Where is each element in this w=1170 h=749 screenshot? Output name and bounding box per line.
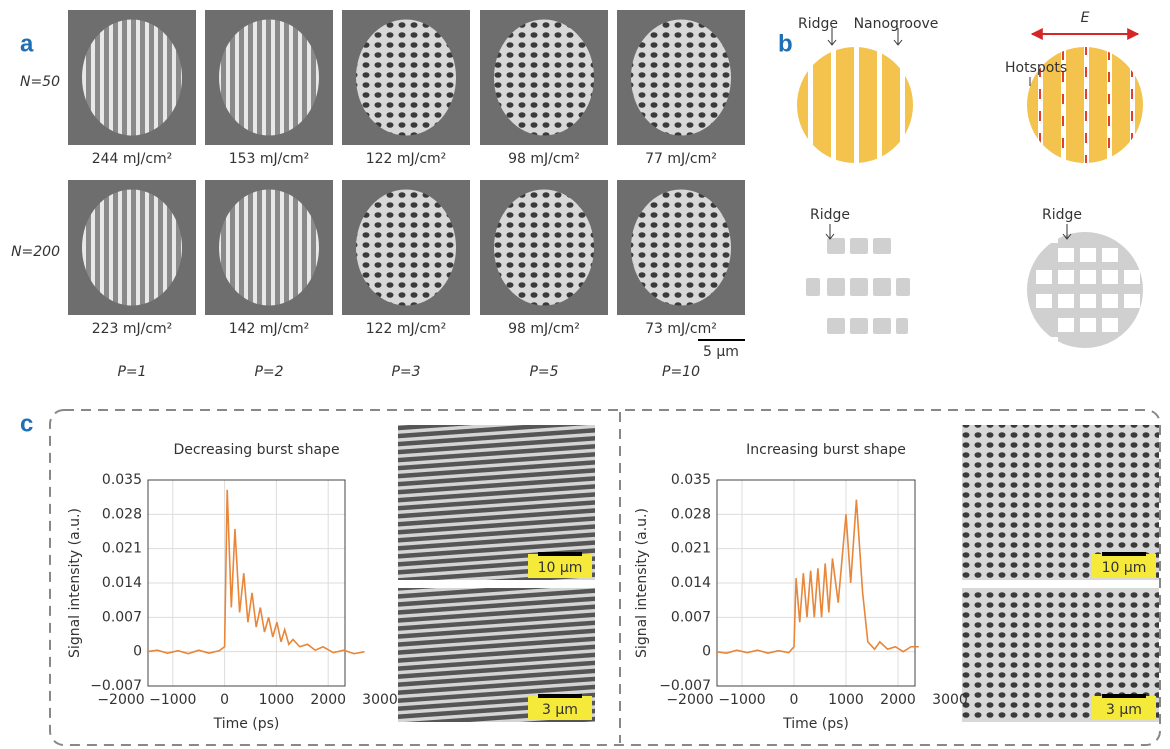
figure: a b c Ridge Nanogroove E Hotspots Ridge … [0, 0, 1170, 749]
sem-spot [82, 20, 182, 136]
x-tick-label: 1000 [259, 692, 295, 708]
sem-spot [82, 190, 182, 306]
sem-spot [219, 20, 319, 136]
ridge-mesh [1020, 225, 1158, 357]
annotation: E [1081, 10, 1090, 26]
fluence-label: 98 mJ/cm² [508, 151, 580, 167]
scale-label: 5 µm [703, 344, 739, 360]
annotation: Ridge [1042, 207, 1082, 223]
scale-label: 10 µm [538, 560, 583, 576]
period-label: P=10 [662, 364, 700, 380]
sem-spot [356, 190, 456, 306]
x-tick-label: 0 [790, 692, 799, 708]
x-tick-label: 2000 [310, 692, 346, 708]
sem-spot [356, 20, 456, 136]
y-tick-label: 0 [702, 644, 711, 660]
sem-spot [219, 190, 319, 306]
x-axis-label: Time (ps) [782, 716, 849, 732]
chart-title: Decreasing burst shape [173, 442, 339, 458]
panel-label: b [778, 30, 793, 57]
fluence-label: 153 mJ/cm² [229, 151, 310, 167]
ridge-blocks [806, 238, 910, 334]
period-label: P=3 [391, 364, 420, 380]
x-tick-label: −2000 [97, 692, 144, 708]
x-tick-label: 2000 [880, 692, 916, 708]
ridge-diagram [790, 40, 923, 170]
fluence-label: 223 mJ/cm² [92, 321, 173, 337]
y-axis-label: Signal intensity (a.u.) [67, 508, 83, 658]
fluence-label: 122 mJ/cm² [366, 321, 447, 337]
y-axis-label: Signal intensity (a.u.) [634, 508, 650, 658]
y-tick-label: 0.028 [671, 506, 711, 522]
x-tick-label: 0 [220, 692, 229, 708]
scale-label: 10 µm [1102, 560, 1147, 576]
scale-label: 3 µm [542, 702, 578, 718]
fluence-label: 73 mJ/cm² [645, 321, 717, 337]
fluence-label: 77 mJ/cm² [645, 151, 717, 167]
annotation: Ridge [810, 207, 850, 223]
y-tick-label: 0.028 [102, 506, 142, 522]
y-tick-label: 0.035 [671, 472, 711, 488]
y-tick-label: 0.021 [671, 541, 711, 557]
x-tick-label: 3000 [362, 692, 398, 708]
signal-line [716, 500, 919, 654]
x-tick-label: −1000 [718, 692, 765, 708]
y-tick-label: 0.021 [102, 541, 142, 557]
fluence-label: 244 mJ/cm² [92, 151, 173, 167]
panel-label: c [20, 410, 33, 437]
y-tick-label: 0.014 [102, 575, 142, 591]
sem-spot [631, 190, 731, 306]
x-tick-label: 3000 [932, 692, 968, 708]
y-tick-label: 0.007 [102, 609, 142, 625]
fluence-label: 122 mJ/cm² [366, 151, 447, 167]
period-label: P=5 [529, 364, 558, 380]
period-label: P=1 [117, 364, 146, 380]
fluence-label: 142 mJ/cm² [229, 321, 310, 337]
row-label: N=200 [11, 244, 60, 260]
row-label: N=50 [20, 74, 60, 90]
y-tick-label: 0.007 [671, 609, 711, 625]
fluence-label: 98 mJ/cm² [508, 321, 580, 337]
chart-title: Increasing burst shape [746, 442, 906, 458]
sem-spot [494, 20, 594, 136]
y-tick-label: 0.014 [671, 575, 711, 591]
annotation: Nanogroove [854, 16, 939, 32]
annotation: Ridge [798, 16, 838, 32]
x-tick-label: −1000 [149, 692, 196, 708]
period-label: P=2 [254, 364, 283, 380]
annotation: Hotspots [1005, 60, 1067, 76]
y-tick-label: 0 [133, 644, 142, 660]
panel-label: a [20, 30, 34, 57]
scale-label: 3 µm [1106, 702, 1142, 718]
x-tick-label: 1000 [828, 692, 864, 708]
x-tick-label: −2000 [666, 692, 713, 708]
sem-spot [494, 190, 594, 306]
x-axis-label: Time (ps) [213, 716, 280, 732]
sem-spot [631, 20, 731, 136]
y-tick-label: 0.035 [102, 472, 142, 488]
